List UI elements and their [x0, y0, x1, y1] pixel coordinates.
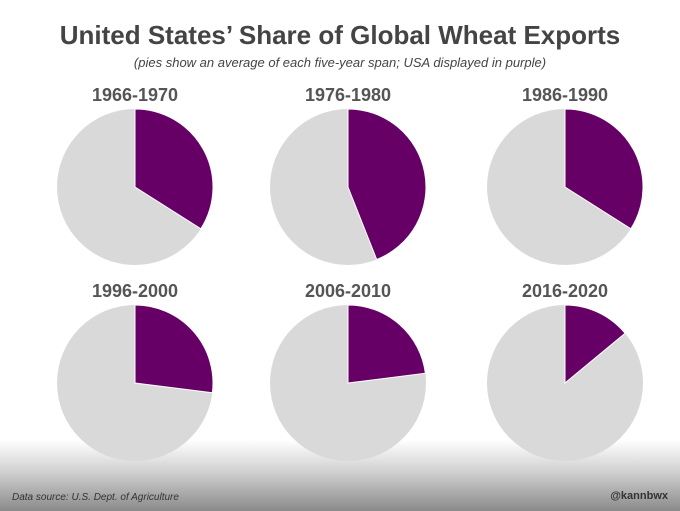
- pie-2006-2010: 2006-2010: [270, 281, 426, 461]
- pie-label: 1976-1980: [305, 85, 391, 105]
- chart-subtitle: (pies show an average of each five-year …: [133, 55, 547, 70]
- pie-label: 1996-2000: [92, 281, 178, 301]
- pie-1986-1990: 1986-1990: [487, 85, 644, 265]
- pie-slice-usa: [347, 304, 426, 384]
- pie-slice-usa: [347, 108, 427, 261]
- pie-slice-usa: [564, 304, 626, 385]
- author-handle: @kannbwx: [610, 490, 668, 502]
- pie-1996-2000: 1996-2000: [57, 281, 214, 461]
- pie-1966-1970: 1966-1970: [57, 85, 214, 265]
- pie-2016-2020: 2016-2020: [487, 281, 643, 461]
- pie-label: 1966-1970: [92, 85, 178, 105]
- data-source: Data source: U.S. Dept. of Agriculture: [12, 492, 179, 503]
- pie-label: 2016-2020: [522, 281, 608, 301]
- pie-label: 2006-2010: [305, 281, 391, 301]
- pie-label: 1986-1990: [522, 85, 608, 105]
- pie-slice-usa: [564, 108, 644, 230]
- pie-slice-usa: [134, 304, 214, 394]
- pie-slice-usa: [134, 108, 214, 230]
- pie-1976-1980: 1976-1980: [270, 85, 427, 265]
- chart-title: United States’ Share of Global Wheat Exp…: [59, 20, 621, 50]
